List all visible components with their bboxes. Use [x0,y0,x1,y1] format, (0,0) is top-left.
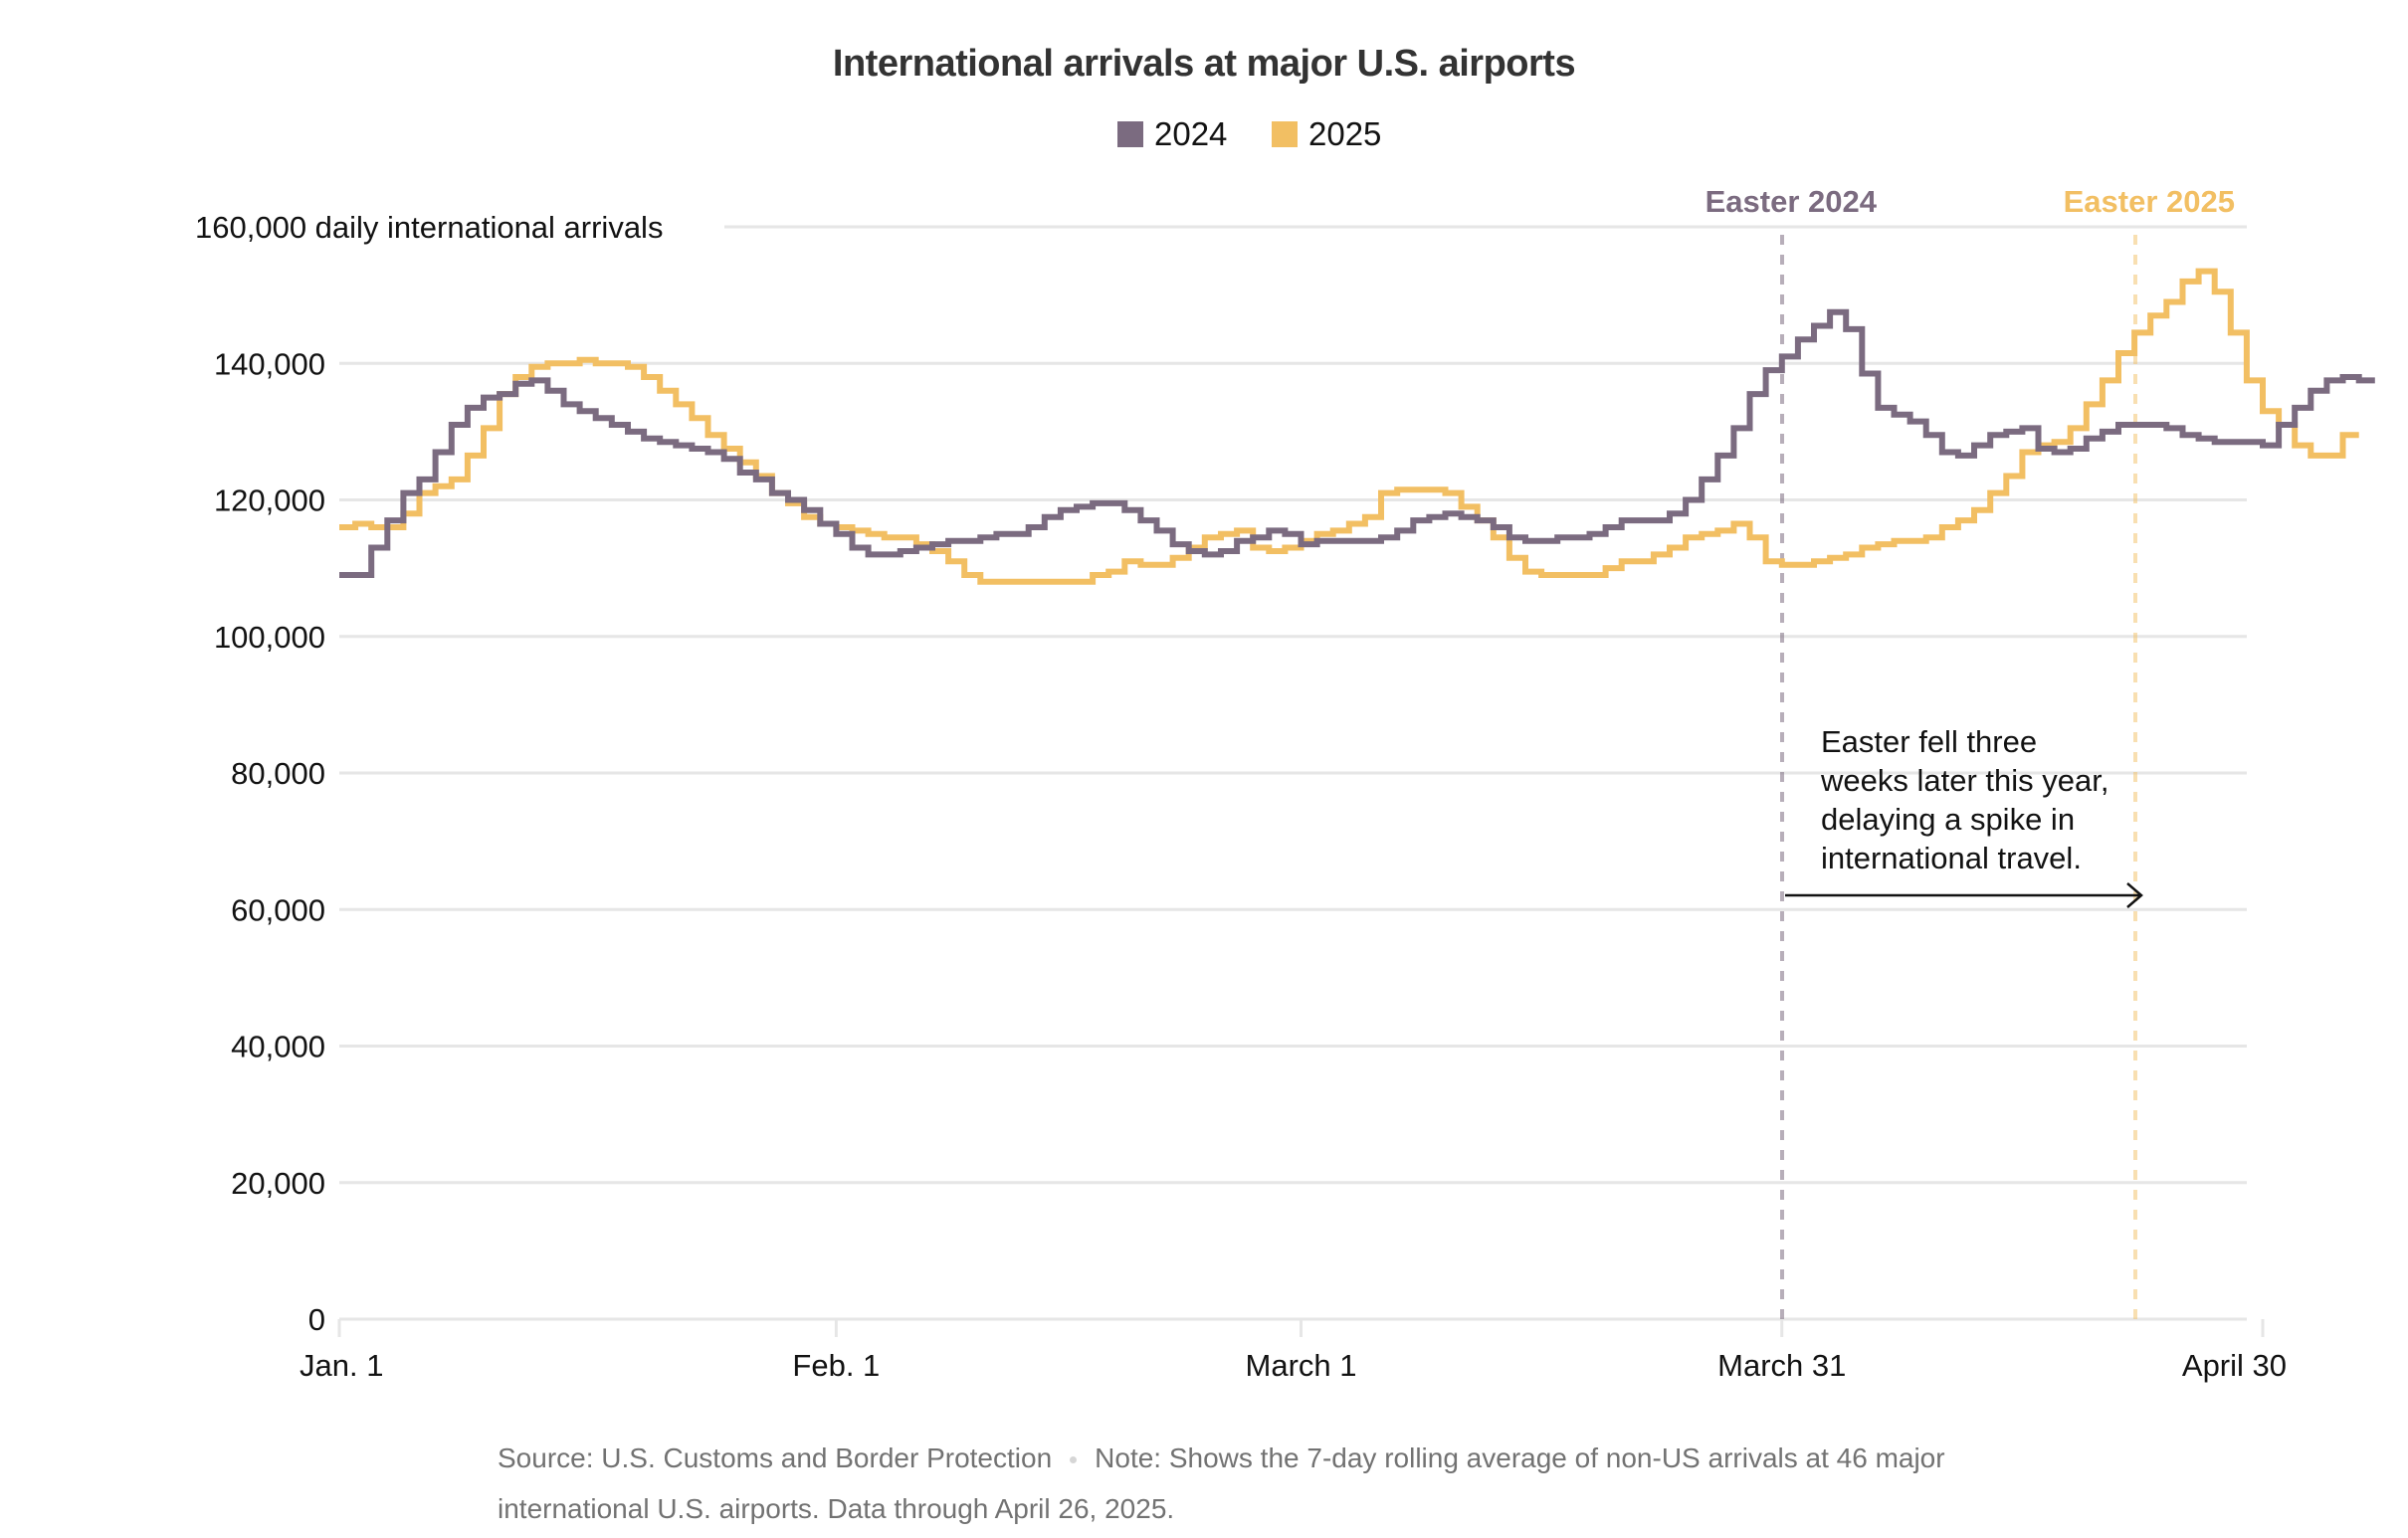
chart-title: International arrivals at major U.S. air… [833,43,1575,85]
note-line-4: international travel. [1821,841,2082,875]
arrow-head [2126,882,2143,908]
source-text: Source: U.S. Customs and Border Protecti… [498,1442,1053,1473]
x-axis-ticks: Jan. 1 Feb. 1 March 1 March 31 April 30 [300,1319,2287,1383]
note-line-3: delaying a spike in [1821,802,2075,837]
y-axis-ticks: 0 20,000 40,000 60,000 80,000 100,000 120,000 1… [195,210,663,1337]
y-tick-label: 160,000 daily international arrivals [195,210,663,245]
easter-label: Easter 2024 [1706,184,1878,219]
series-line-2025 [339,268,2359,585]
separator-dot [1070,1456,1078,1464]
y-tick-label: 20,000 [231,1166,325,1201]
legend-label-2025: 2025 [1308,115,1381,152]
series-line-2024 [339,308,2375,578]
x-tick-label: March 31 [1717,1348,1846,1383]
easter-markers: Easter 2024 Easter 2025 [1706,184,2235,1319]
annotation-note: Easter fell three weeks later this year,… [1785,724,2143,908]
y-tick-label: 80,000 [231,756,325,791]
legend: 2024 2025 [1117,115,1381,152]
chart-footer: Source: U.S. Customs and Border Protecti… [498,1433,2030,1534]
series-lines [339,268,2375,585]
arrow-icon [1785,882,2143,908]
x-tick-label: April 30 [2182,1348,2287,1383]
y-tick-label: 100,000 [214,620,325,655]
legend-label-2024: 2024 [1154,115,1227,152]
y-tick-label: 60,000 [231,892,325,927]
legend-swatch-2024 [1117,121,1143,147]
gridlines [339,225,2247,1321]
y-tick-label: 0 [308,1302,325,1337]
easter-label: Easter 2025 [2064,184,2235,219]
x-tick-label: Feb. 1 [792,1348,880,1383]
legend-swatch-2025 [1272,121,1298,147]
note-line-1: Easter fell three [1821,724,2037,759]
x-tick-label: March 1 [1246,1348,1357,1383]
note-text: Note: Shows the 7-day rolling average of… [498,1442,1945,1524]
x-tick-label: Jan. 1 [300,1348,383,1383]
note-line-2: weeks later this year, [1820,763,2108,798]
y-tick-label: 140,000 [214,346,325,381]
line-chart: International arrivals at major U.S. air… [195,43,2375,1383]
y-tick-label: 40,000 [231,1030,325,1064]
y-tick-label: 120,000 [214,483,325,518]
